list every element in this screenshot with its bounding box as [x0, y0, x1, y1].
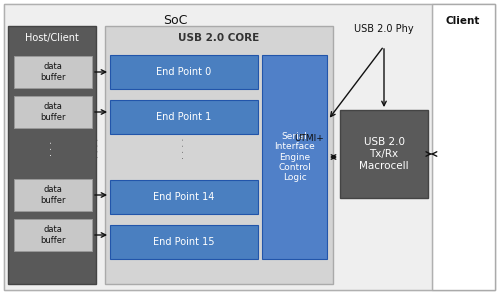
Text: Serial
Interface
Engine
Control
Logic: Serial Interface Engine Control Logic [274, 132, 315, 182]
Text: data
buffer: data buffer [40, 62, 66, 82]
Text: data
buffer: data buffer [40, 225, 66, 245]
Text: SoC: SoC [163, 14, 187, 27]
Bar [14, 219, 92, 251]
Text: · · ·: · · · [47, 140, 57, 156]
Bar [432, 4, 495, 290]
Bar [340, 110, 428, 198]
Bar [105, 26, 333, 284]
Text: End Point 1: End Point 1 [156, 112, 212, 122]
Text: Client: Client [446, 16, 480, 26]
Bar [110, 100, 258, 134]
Text: End Point 14: End Point 14 [154, 192, 214, 202]
Bar [14, 179, 92, 211]
Text: data
buffer: data buffer [40, 185, 66, 205]
Text: data
buffer: data buffer [40, 102, 66, 122]
Text: USB 2.0 Phy: USB 2.0 Phy [354, 24, 414, 34]
Bar [8, 26, 96, 284]
Bar [110, 180, 258, 214]
Bar [4, 4, 432, 290]
Text: · · · ·: · · · · [179, 137, 189, 159]
Text: UTMI+: UTMI+ [294, 134, 324, 143]
Text: End Point 15: End Point 15 [153, 237, 215, 247]
Bar [14, 96, 92, 128]
Text: · · · ·: · · · · [96, 138, 104, 158]
Text: USB 2.0
Tx/Rx
Macrocell: USB 2.0 Tx/Rx Macrocell [359, 137, 409, 171]
Bar [14, 56, 92, 88]
Text: End Point 0: End Point 0 [156, 67, 212, 77]
Text: USB 2.0 CORE: USB 2.0 CORE [178, 33, 260, 43]
Bar [110, 225, 258, 259]
Bar [110, 55, 258, 89]
Bar [262, 55, 327, 259]
Text: Host/Client: Host/Client [25, 33, 79, 43]
